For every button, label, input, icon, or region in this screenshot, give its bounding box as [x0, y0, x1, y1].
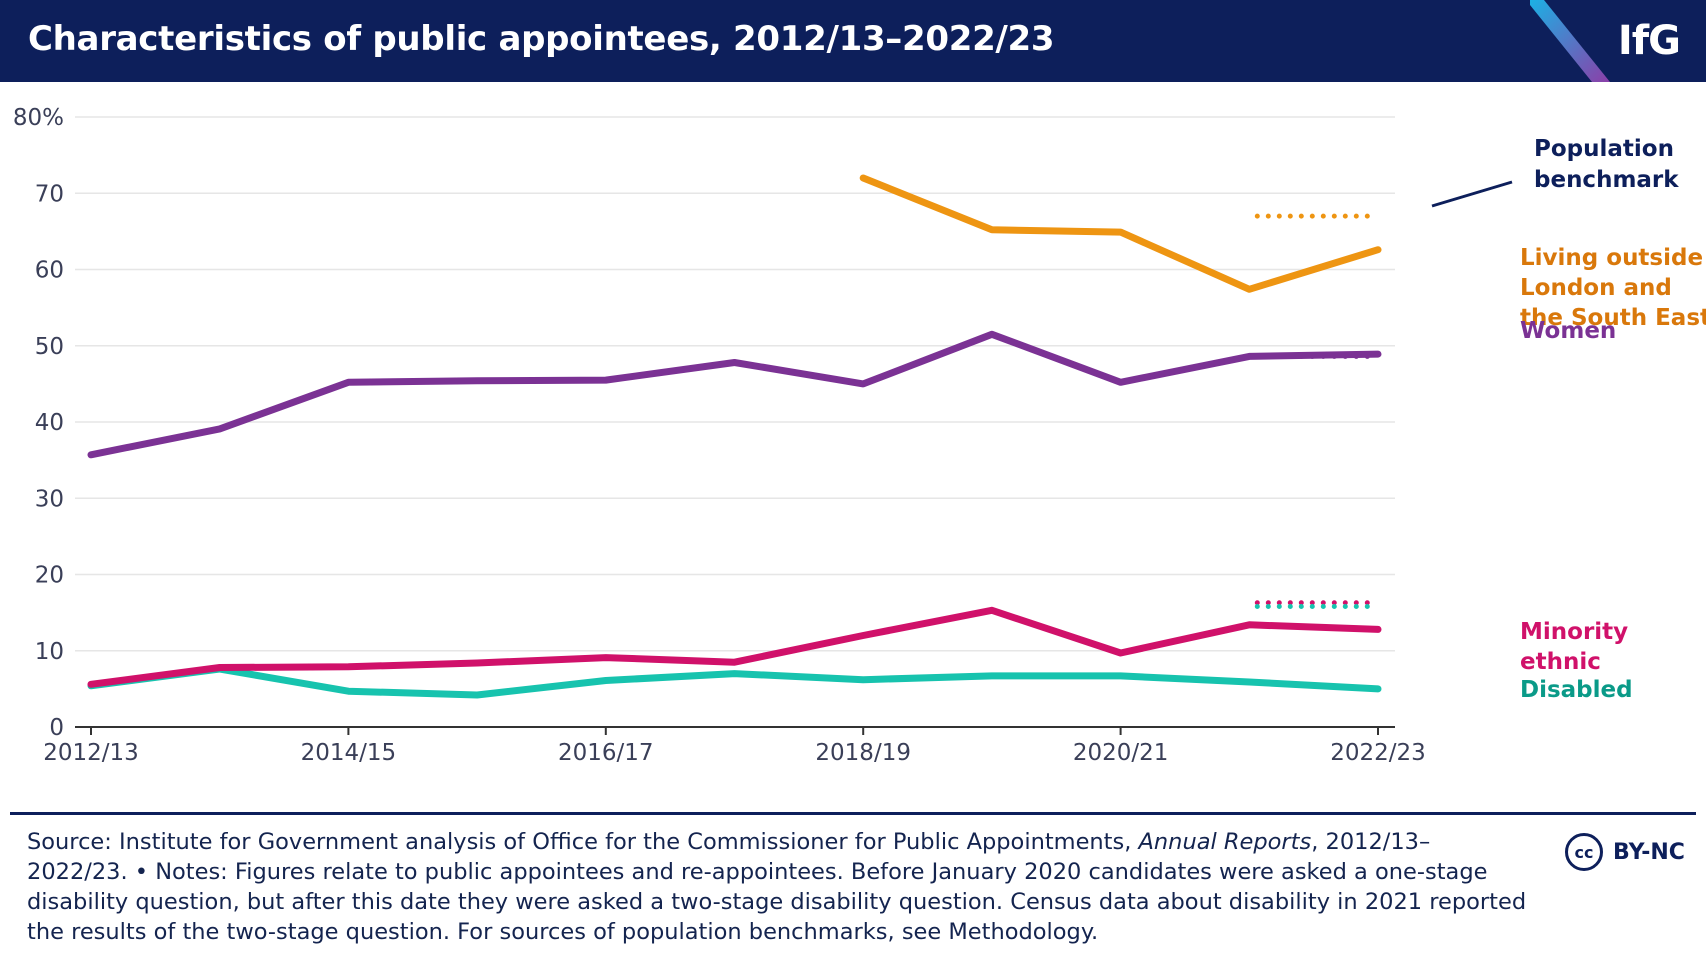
- chart-title: Characteristics of public appointees, 20…: [28, 19, 1055, 59]
- logo-stripe-icon: [1530, 0, 1610, 82]
- source-italic: Annual Reports: [1138, 829, 1312, 855]
- x-tick-label: 2014/15: [301, 740, 397, 766]
- benchmark-label-line: benchmark: [1534, 167, 1679, 193]
- series-label-line: Living outside: [1520, 245, 1703, 271]
- series-line-living-outside-london-and-the-south-east: [859, 174, 1382, 293]
- y-tick-label: 80%: [13, 105, 64, 131]
- ifg-logo: IfG: [1617, 18, 1681, 64]
- series-label-minority-ethnic: Minority ethnic: [1520, 619, 1628, 675]
- license-badge: cc BY-NC: [1565, 830, 1685, 874]
- series-label-living-outside-london-and-the-south-east: Living outside London and the South East: [1520, 245, 1706, 331]
- creative-commons-icon: cc: [1565, 833, 1603, 871]
- source-prefix: Source: Institute for Government analysi…: [27, 829, 1139, 855]
- series-line-minority-ethnic: [87, 606, 1382, 688]
- x-tick-label: 2012/13: [43, 740, 139, 766]
- series-line-disabled: [87, 665, 1382, 699]
- header-bar: Characteristics of public appointees, 20…: [0, 0, 1706, 82]
- series-label-line: the South East: [1520, 305, 1706, 331]
- series-label-line: ethnic: [1520, 649, 1601, 675]
- series-label-disabled: Disabled: [1520, 677, 1633, 703]
- x-tick-label: 2020/21: [1073, 740, 1169, 766]
- footer-divider: [10, 812, 1696, 815]
- x-tick-label: 2018/19: [815, 740, 911, 766]
- series-label-women: Women: [1520, 318, 1616, 344]
- x-tick-label: 2016/17: [558, 740, 654, 766]
- series-label-line: Disabled: [1520, 677, 1633, 703]
- y-tick-label: 20: [35, 563, 64, 589]
- y-tick-label: 50: [35, 334, 64, 360]
- benchmark-label: Population benchmark: [1534, 136, 1679, 193]
- series-label-line: Women: [1520, 318, 1616, 344]
- benchmark-pointer-line: [1431, 180, 1513, 208]
- series-label-line: Minority: [1520, 619, 1628, 645]
- source-suffix: , 2012/13–2022/23. • Notes: Figures rela…: [27, 829, 1527, 945]
- y-tick-label: 10: [35, 639, 64, 665]
- y-tick-label: 0: [49, 715, 64, 741]
- y-tick-label: 60: [35, 258, 64, 284]
- source-note: Source: Institute for Government analysi…: [27, 827, 1527, 947]
- series-line-women: [87, 330, 1382, 459]
- line-chart: 0 10 20 30 40 50 60 70 80% 2012/13 2014/15 2016/17 2…: [13, 105, 1706, 766]
- x-tick-label: 2022/23: [1330, 740, 1426, 766]
- y-tick-label: 70: [35, 181, 64, 207]
- y-tick-label: 30: [35, 486, 64, 512]
- series-label-line: London and: [1520, 275, 1672, 301]
- y-tick-label: 40: [35, 410, 64, 436]
- license-text: BY-NC: [1613, 839, 1685, 865]
- benchmark-label-line: Population: [1534, 136, 1674, 162]
